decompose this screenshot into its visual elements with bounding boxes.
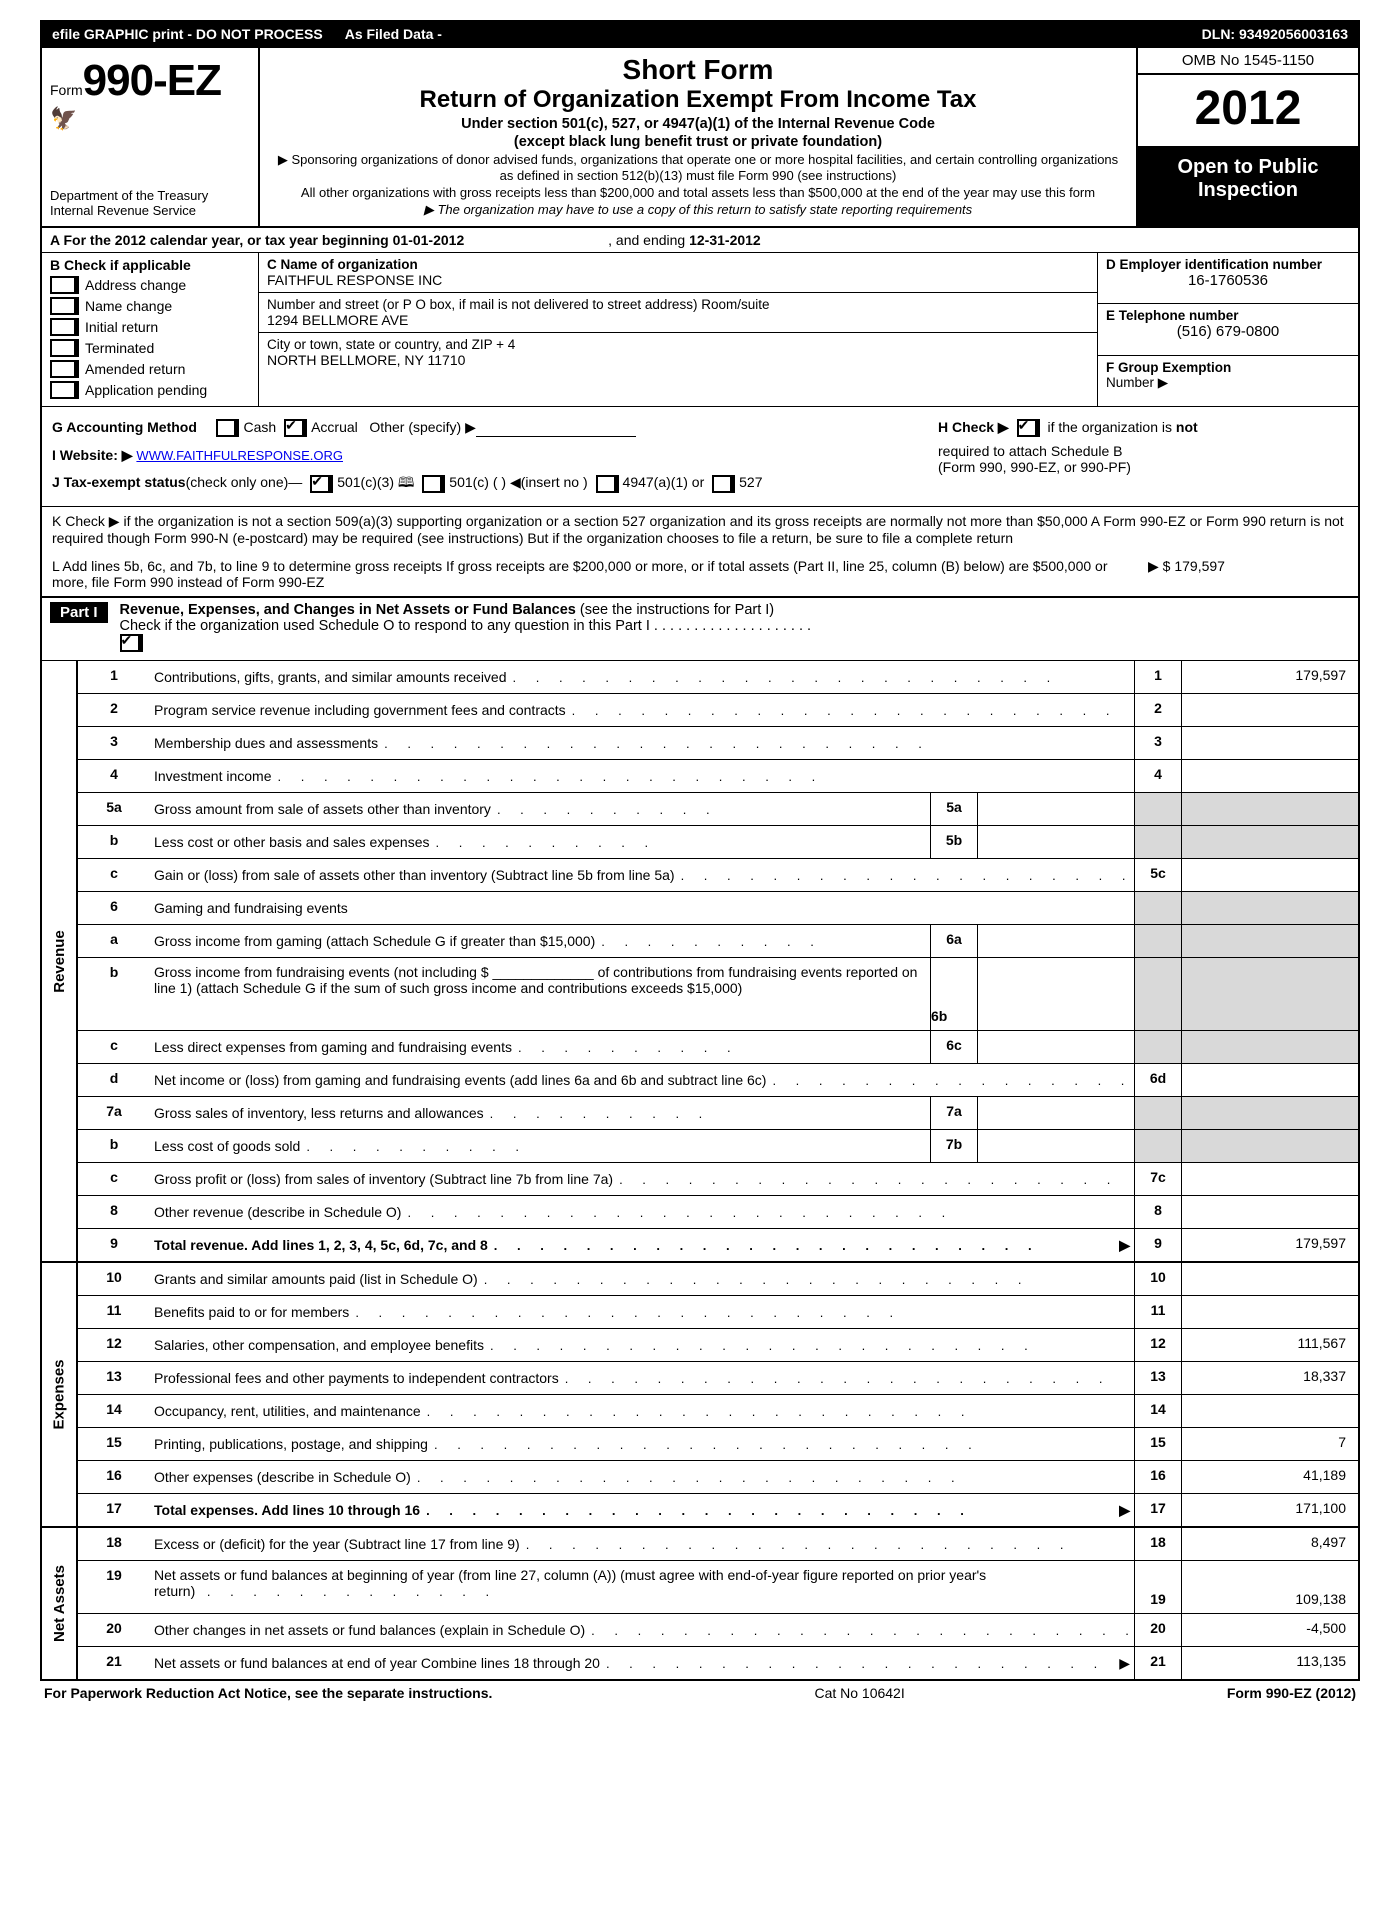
top-bar: efile GRAPHIC print - DO NOT PROCESS As … <box>40 20 1360 48</box>
row-g-h: G Accounting Method Cash Accrual Other (… <box>40 407 1360 506</box>
asfiled-label: As Filed Data - <box>335 22 452 46</box>
street-value: 1294 BELLMORE AVE <box>267 312 1089 328</box>
check-initial-return[interactable]: Initial return <box>50 318 250 336</box>
check-4947[interactable] <box>596 475 619 493</box>
topbar-spacer <box>454 22 1190 46</box>
line-c: c Gross profit or (loss) from sales of i… <box>78 1163 1358 1196</box>
line-17: 17 Total expenses. Add lines 10 through … <box>78 1494 1358 1526</box>
line-2: 2 Program service revenue including gove… <box>78 694 1358 727</box>
website-link[interactable]: WWW.FAITHFULRESPONSE.ORG <box>136 448 343 463</box>
line-6: 6 Gaming and fundraising events <box>78 892 1358 925</box>
line-7a: 7a Gross sales of inventory, less return… <box>78 1097 1358 1130</box>
f-label: F Group Exemption <box>1106 360 1350 375</box>
line-18: 18 Excess or (deficit) for the year (Sub… <box>78 1528 1358 1561</box>
line-8: 8 Other revenue (describe in Schedule O)… <box>78 1196 1358 1229</box>
row-a-tax-year: A For the 2012 calendar year, or tax yea… <box>40 228 1360 253</box>
phone-value: (516) 679-0800 <box>1106 323 1350 340</box>
form-subtitle-1: Under section 501(c), 527, or 4947(a)(1)… <box>272 116 1124 132</box>
section-b-c-d-e-f: B Check if applicable Address change Nam… <box>40 253 1360 407</box>
check-schedule-o[interactable] <box>120 634 143 652</box>
form-header: Form990-EZ 🦅 Department of the Treasury … <box>40 48 1360 228</box>
row-k: K Check ▶ if the organization is not a s… <box>40 506 1360 552</box>
section-h: H Check ▶ if the organization is not req… <box>938 413 1348 500</box>
check-501c3[interactable] <box>310 475 333 493</box>
check-h[interactable] <box>1017 419 1040 437</box>
check-amended-return[interactable]: Amended return <box>50 360 250 378</box>
line-10: 10 Grants and similar amounts paid (list… <box>78 1263 1358 1296</box>
open-to-public: Open to Public Inspection <box>1138 148 1358 226</box>
line-c: c Less direct expenses from gaming and f… <box>78 1031 1358 1064</box>
row-l: L Add lines 5b, 6c, and 7b, to line 9 to… <box>40 552 1360 596</box>
form-subtitle-2: (except black lung benefit trust or priv… <box>272 134 1124 150</box>
check-527[interactable] <box>712 475 735 493</box>
line-9: 9 Total revenue. Add lines 1, 2, 3, 4, 5… <box>78 1229 1358 1261</box>
page-footer: For Paperwork Reduction Act Notice, see … <box>40 1681 1360 1701</box>
form-note-3: ▶ The organization may have to use a cop… <box>272 202 1124 218</box>
omb-number: OMB No 1545-1150 <box>1138 48 1358 75</box>
form-note-2: All other organizations with gross recei… <box>272 185 1124 200</box>
expenses-side-label: Expenses <box>42 1263 78 1526</box>
gross-receipts-value: 179,597 <box>1174 558 1225 574</box>
short-form-title: Short Form <box>272 54 1124 86</box>
city-label: City or town, state or country, and ZIP … <box>267 337 1089 352</box>
line-b: b Less cost or other basis and sales exp… <box>78 826 1358 859</box>
check-terminated[interactable]: Terminated <box>50 339 250 357</box>
line-16: 16 Other expenses (describe in Schedule … <box>78 1461 1358 1494</box>
i-label: I Website: ▶ <box>52 447 133 463</box>
netassets-side-label: Net Assets <box>42 1528 78 1679</box>
line-19: 19 Net assets or fund balances at beginn… <box>78 1561 1358 1614</box>
d-label: D Employer identification number <box>1106 257 1350 272</box>
ein-value: 16-1760536 <box>1106 272 1350 289</box>
line-15: 15 Printing, publications, postage, and … <box>78 1428 1358 1461</box>
tax-year: 2012 <box>1138 75 1358 148</box>
line-b: b Less cost of goods sold. . . . . . . .… <box>78 1130 1358 1163</box>
line-6b: b Gross income from fundraising events (… <box>78 958 1358 1031</box>
efile-label: efile GRAPHIC print - DO NOT PROCESS <box>42 22 333 46</box>
line-c: c Gain or (loss) from sale of assets oth… <box>78 859 1358 892</box>
line-14: 14 Occupancy, rent, utilities, and maint… <box>78 1395 1358 1428</box>
line-a: a Gross income from gaming (attach Sched… <box>78 925 1358 958</box>
form-note-1: ▶ Sponsoring organizations of donor advi… <box>272 152 1124 183</box>
check-501c[interactable] <box>422 475 445 493</box>
check-application-pending[interactable]: Application pending <box>50 381 250 399</box>
line-4: 4 Investment income. . . . . . . . . . .… <box>78 760 1358 793</box>
city-value: NORTH BELLMORE, NY 11710 <box>267 352 1089 368</box>
line-3: 3 Membership dues and assessments. . . .… <box>78 727 1358 760</box>
part-1-header: Part I Revenue, Expenses, and Changes in… <box>40 596 1360 661</box>
netassets-section: Net Assets 18 Excess or (deficit) for th… <box>40 1528 1360 1681</box>
line-20: 20 Other changes in net assets or fund b… <box>78 1614 1358 1647</box>
check-cash[interactable] <box>216 419 239 437</box>
line-5a: 5a Gross amount from sale of assets othe… <box>78 793 1358 826</box>
f-label-2: Number ▶ <box>1106 375 1350 391</box>
check-accrual[interactable] <box>284 419 307 437</box>
street-label: Number and street (or P O box, if mail i… <box>267 297 1089 312</box>
check-name-change[interactable]: Name change <box>50 297 250 315</box>
footer-left: For Paperwork Reduction Act Notice, see … <box>44 1685 492 1701</box>
form-number: Form990-EZ <box>50 56 250 106</box>
org-name: FAITHFUL RESPONSE INC <box>267 272 1089 288</box>
revenue-section: Revenue 1 Contributions, gifts, grants, … <box>40 661 1360 1263</box>
form-title: Return of Organization Exempt From Incom… <box>272 86 1124 114</box>
revenue-side-label: Revenue <box>42 661 78 1261</box>
check-address-change[interactable]: Address change <box>50 276 250 294</box>
section-b-header: B Check if applicable <box>50 257 250 273</box>
line-d: d Net income or (loss) from gaming and f… <box>78 1064 1358 1097</box>
footer-right: Form 990-EZ (2012) <box>1227 1685 1356 1701</box>
g-label: G Accounting Method <box>52 419 197 435</box>
footer-center: Cat No 10642I <box>814 1685 904 1701</box>
part-1-badge: Part I <box>50 602 108 623</box>
treasury-dept: Department of the Treasury Internal Reve… <box>50 188 250 218</box>
line-13: 13 Professional fees and other payments … <box>78 1362 1358 1395</box>
dln: DLN: 93492056003163 <box>1192 22 1358 46</box>
line-21: 21 Net assets or fund balances at end of… <box>78 1647 1358 1679</box>
expenses-section: Expenses 10 Grants and similar amounts p… <box>40 1263 1360 1528</box>
c-label: C Name of organization <box>267 257 1089 272</box>
line-1: 1 Contributions, gifts, grants, and simi… <box>78 661 1358 694</box>
irs-eagle-icon: 🦅 <box>50 106 250 132</box>
e-label: E Telephone number <box>1106 308 1350 323</box>
line-11: 11 Benefits paid to or for members. . . … <box>78 1296 1358 1329</box>
line-12: 12 Salaries, other compensation, and emp… <box>78 1329 1358 1362</box>
j-label: J Tax-exempt status <box>52 474 186 490</box>
